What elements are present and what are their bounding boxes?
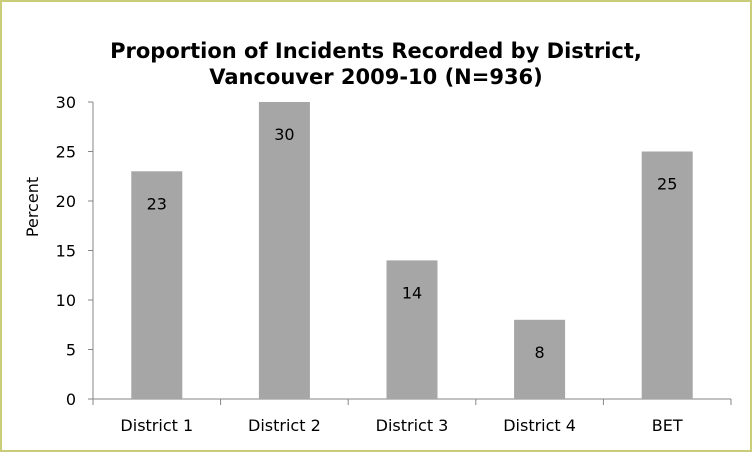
chart-title: Proportion of Incidents Recorded by Dist… <box>2 38 750 90</box>
chart-title-line-2: Vancouver 2009-10 (N=936) <box>209 65 543 89</box>
y-tick-label: 10 <box>56 291 76 310</box>
y-axis-title: Percent <box>23 177 42 237</box>
bars <box>131 102 693 399</box>
bar <box>131 171 183 399</box>
labels: 0 5 10 15 20 25 30 23 District 1 30 District 2 14 Di… <box>56 93 683 435</box>
y-tick-label: 0 <box>66 390 76 409</box>
x-category-label: District 3 <box>376 416 449 435</box>
chart-title-line-1: Proportion of Incidents Recorded by Dist… <box>110 39 642 63</box>
y-tick-label: 5 <box>66 341 76 360</box>
bar <box>514 319 566 399</box>
data-label: 14 <box>402 283 422 302</box>
y-tick-label: 15 <box>56 242 76 261</box>
x-category-label: District 4 <box>503 416 576 435</box>
data-label: 8 <box>535 343 545 362</box>
bar <box>641 151 693 399</box>
x-category-label: District 2 <box>248 416 321 435</box>
data-label: 25 <box>657 175 677 194</box>
x-category-label: District 1 <box>120 416 193 435</box>
x-category-label: BET <box>652 416 683 435</box>
data-label: 30 <box>274 125 294 144</box>
y-tick-label: 20 <box>56 192 76 211</box>
data-label: 23 <box>147 194 167 213</box>
y-tick-label: 25 <box>56 143 76 162</box>
bar <box>258 102 310 399</box>
bar <box>386 260 438 399</box>
y-tick-label: 30 <box>56 93 76 112</box>
